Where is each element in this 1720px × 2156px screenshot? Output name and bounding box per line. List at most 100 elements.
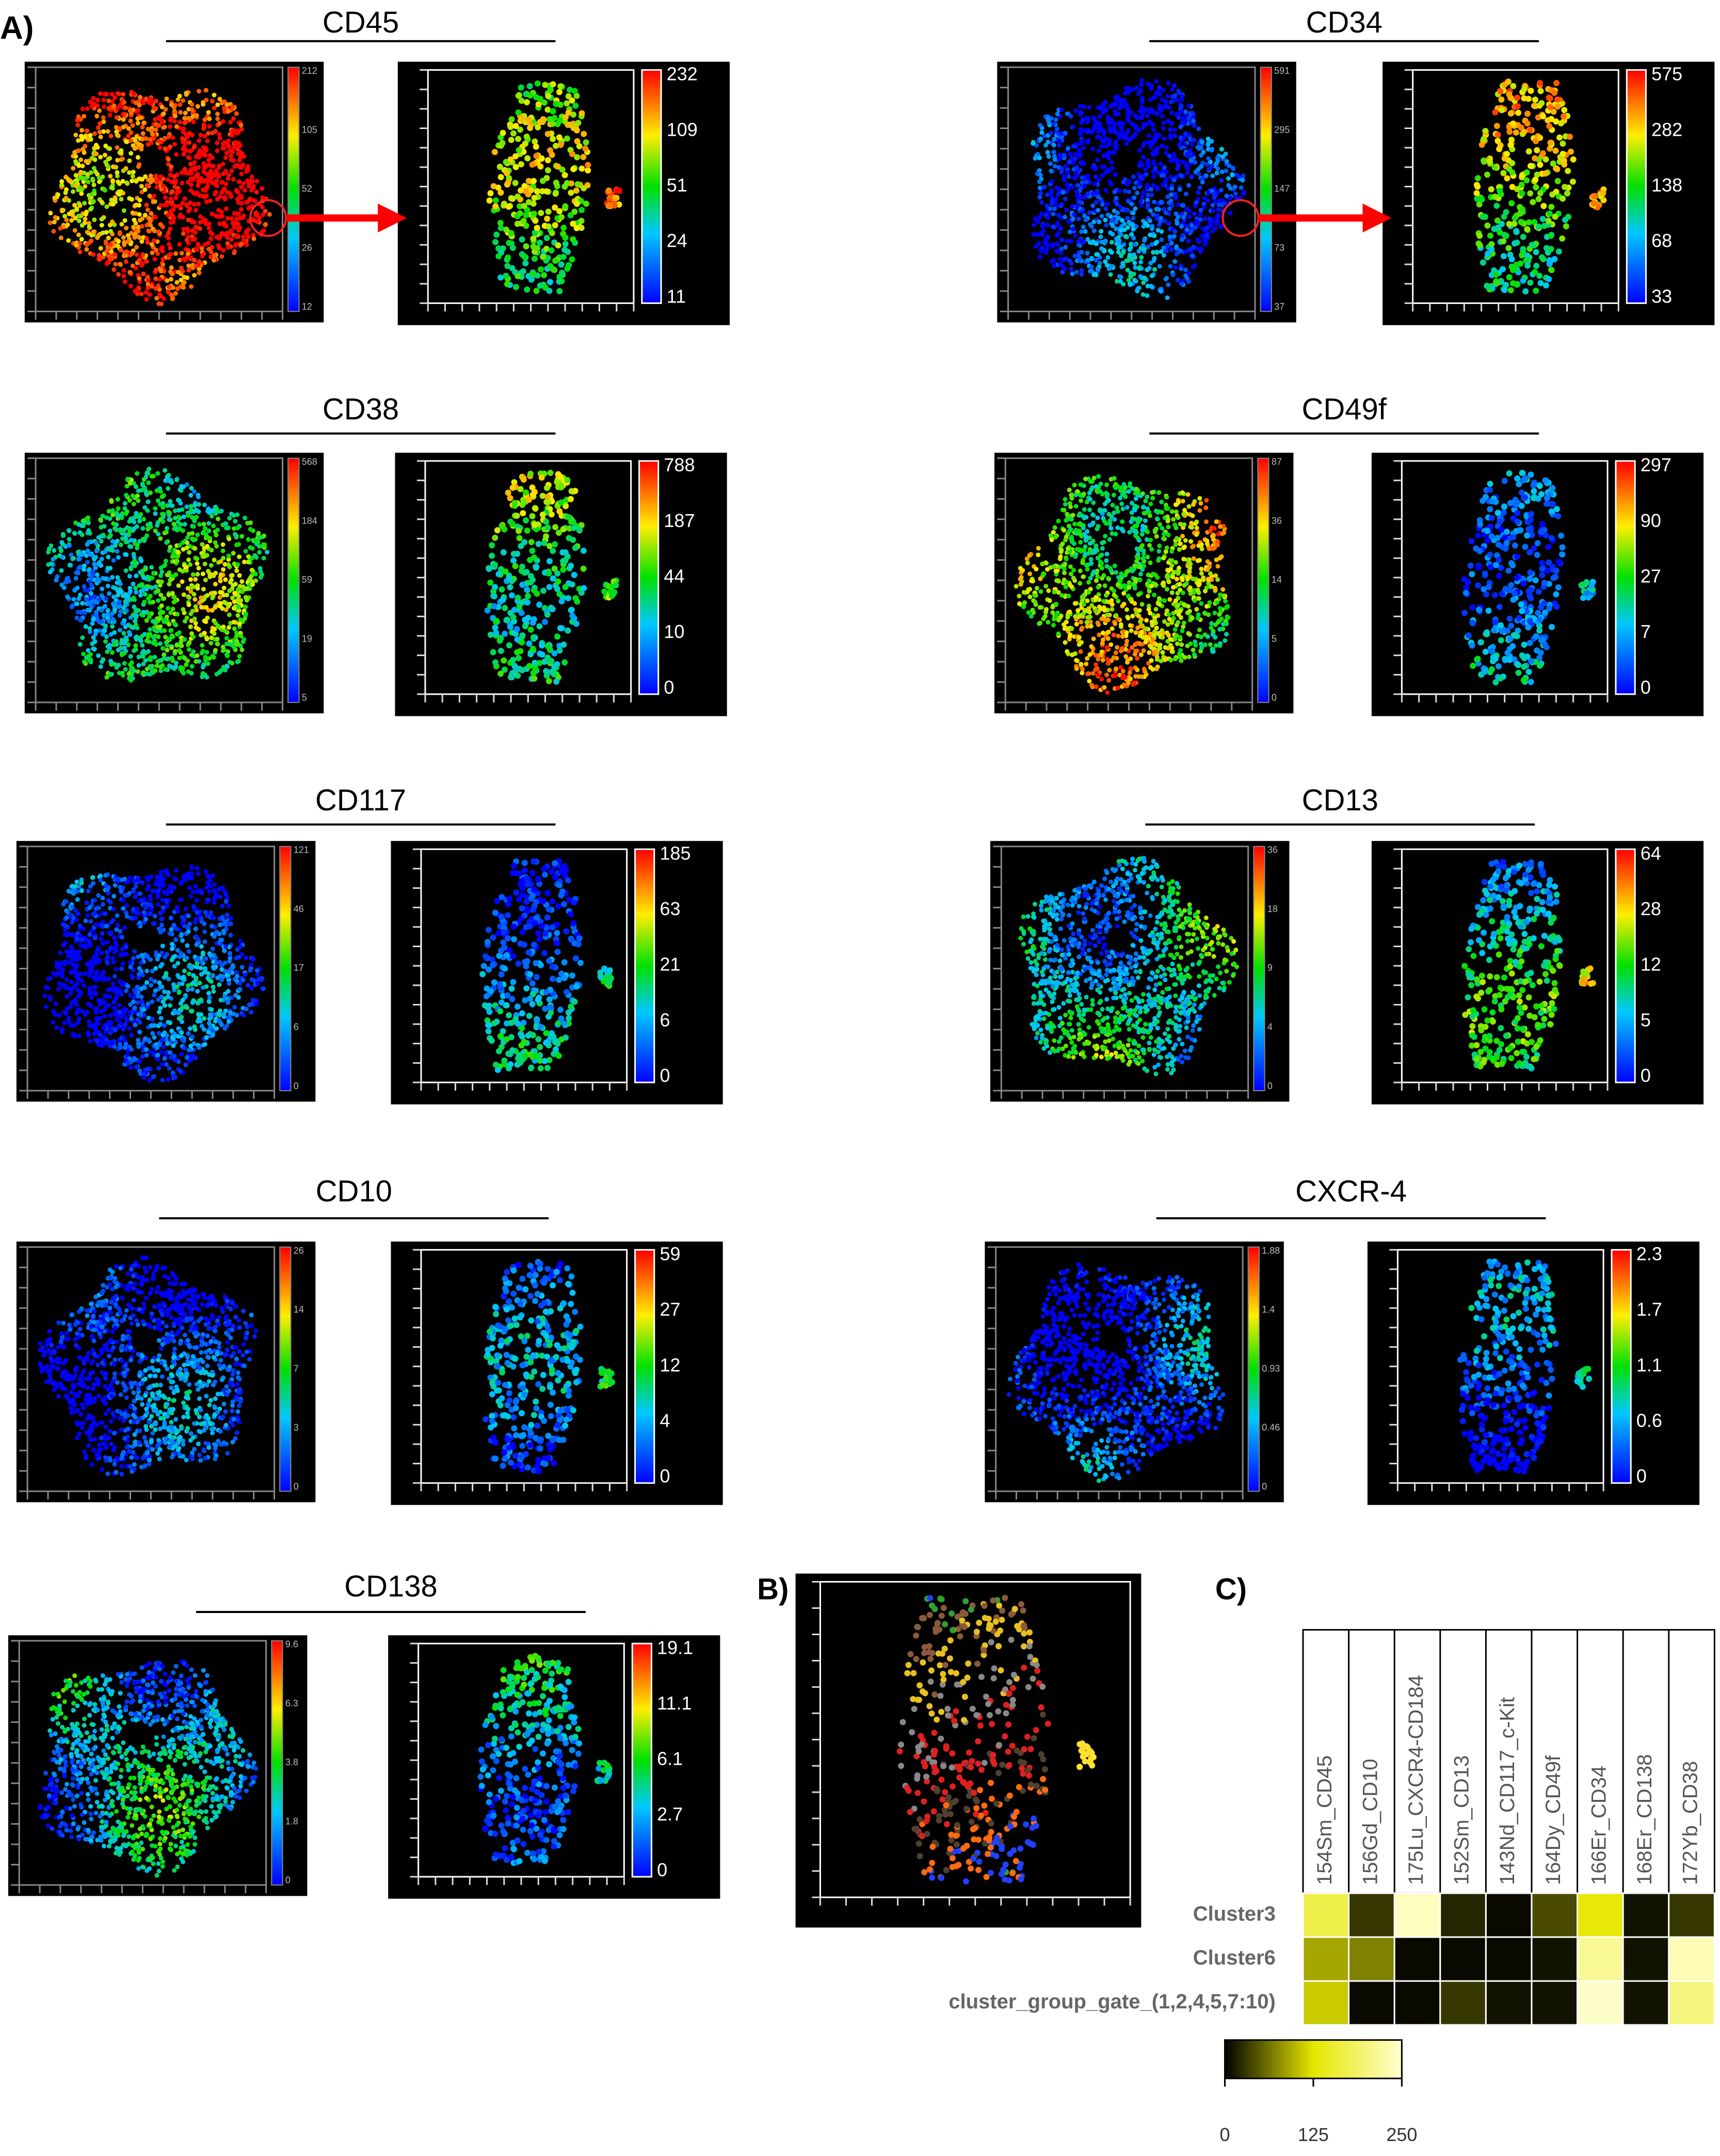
cell-dot (250, 174, 254, 179)
cell-dot (183, 196, 187, 201)
cell-dot (544, 216, 550, 222)
cell-dot (112, 103, 117, 108)
cell-dot (206, 157, 211, 162)
cell-dot (66, 177, 70, 182)
cell-dot (197, 138, 201, 143)
cell-dot (77, 176, 82, 181)
cell-dot (574, 225, 580, 231)
cell-dot (1069, 267, 1073, 272)
cell-dot (1128, 247, 1132, 252)
cell-dot (1067, 219, 1071, 224)
cell-dot (174, 196, 179, 200)
cell-dot (77, 250, 82, 254)
cell-dot (581, 131, 587, 137)
cell-dot (1184, 191, 1188, 196)
cell-dot (1121, 207, 1126, 212)
cell-dot (66, 238, 71, 243)
cell-dot (153, 215, 158, 219)
cell-dot (1158, 264, 1162, 268)
cell-dot (239, 171, 244, 176)
colorbar (642, 70, 661, 304)
cell-dot (543, 188, 550, 195)
cell-dot (106, 106, 111, 111)
colorbar-label: 26 (302, 243, 312, 253)
cell-dot (1056, 193, 1060, 197)
cell-dot (556, 274, 562, 280)
cell-dot (1064, 208, 1069, 213)
cell-dot (130, 197, 134, 202)
cell-dot (211, 171, 215, 175)
cell-dot (1198, 212, 1203, 217)
cell-dot (170, 296, 175, 300)
cell-dot (94, 114, 99, 118)
cell-dot (134, 134, 139, 139)
colorbar-label: 212 (302, 66, 317, 76)
cell-dot (525, 117, 532, 123)
cell-dot (84, 212, 88, 217)
cell-dot (103, 160, 108, 165)
cell-dot (1157, 106, 1162, 110)
cell-dot (1138, 260, 1143, 264)
cell-dot (166, 236, 171, 241)
cell-dot (1059, 237, 1064, 242)
cell-dot (141, 272, 146, 276)
cell-dot (90, 177, 95, 181)
cell-dot (1180, 203, 1184, 207)
cell-dot (195, 113, 199, 118)
cell-dot (493, 197, 499, 203)
cell-dot (219, 254, 224, 259)
colorbar-label: 52 (302, 184, 312, 194)
cell-dot (163, 146, 167, 151)
cell-dot (204, 88, 208, 92)
cell-dot (263, 222, 268, 227)
cell-dot (226, 177, 230, 181)
cell-dot (169, 164, 173, 169)
cell-dot (562, 203, 568, 210)
cell-dot (1059, 247, 1064, 251)
cell-dot (166, 135, 171, 139)
colorbar-label: 109 (667, 119, 698, 140)
cell-dot (89, 238, 93, 243)
cell-dot (1166, 282, 1170, 287)
cell-dot (121, 235, 126, 240)
cell-dot (508, 230, 515, 236)
cell-dot (1086, 138, 1091, 143)
cell-dot (184, 91, 188, 95)
cell-dot (143, 213, 148, 217)
cell-dot (106, 164, 110, 169)
cell-dot (505, 180, 511, 186)
cell-dot (505, 254, 511, 261)
cell-dot (541, 272, 547, 278)
cell-dot (560, 225, 567, 231)
cell-dot (48, 211, 53, 215)
cell-dot (51, 229, 56, 234)
cell-dot (137, 276, 141, 281)
cell-dot (184, 148, 188, 153)
cell-dot (163, 203, 167, 207)
cell-dot (74, 243, 78, 248)
cell-dot (572, 103, 578, 109)
cell-dot (1228, 186, 1233, 190)
cell-dot (531, 211, 537, 217)
cell-dot (149, 211, 153, 216)
cell-dot (237, 179, 242, 184)
cell-dot (1093, 119, 1098, 123)
cell-dot (254, 190, 259, 195)
cell-dot (215, 117, 220, 121)
cell-dot (1104, 223, 1108, 228)
cell-dot (1048, 162, 1053, 166)
cell-dot (178, 120, 182, 124)
cell-dot (492, 203, 499, 210)
cell-dot (178, 189, 182, 194)
cell-dot (579, 166, 585, 172)
cell-dot (241, 238, 246, 243)
cell-dot (1071, 227, 1075, 231)
cell-dot (572, 88, 578, 94)
cell-dot (131, 211, 135, 215)
cell-dot (1071, 217, 1075, 221)
cell-dot (500, 140, 506, 146)
cell-dot (255, 219, 260, 224)
cell-dot (131, 123, 135, 128)
cell-dot (239, 194, 244, 198)
cell-dot (167, 284, 171, 289)
